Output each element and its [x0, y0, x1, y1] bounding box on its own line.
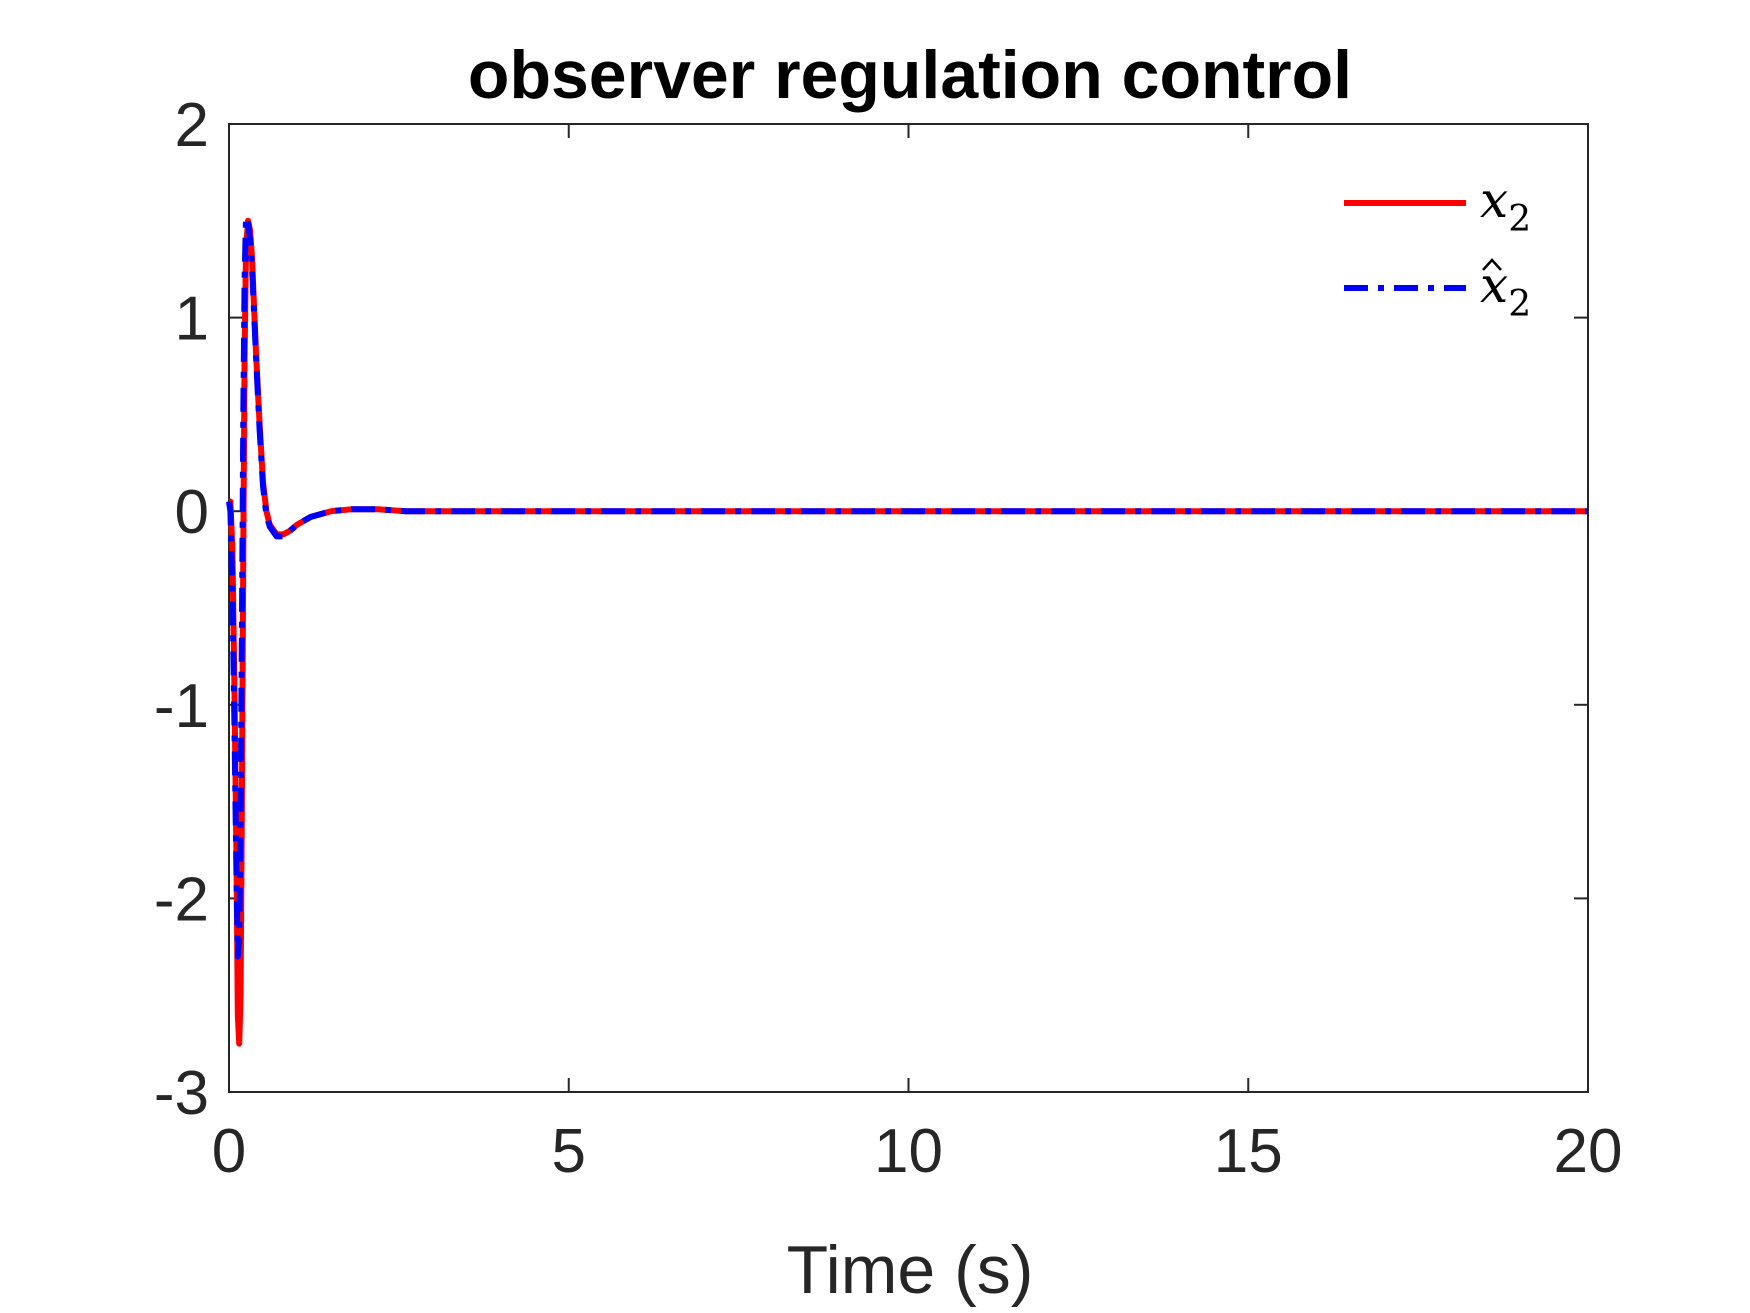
hat-accent-icon [1482, 258, 1502, 271]
chart-title: observer regulation control [468, 37, 1352, 113]
x-tick-label: 10 [874, 1117, 943, 1186]
y-tick-label: 1 [175, 285, 209, 354]
x-tick-label: 5 [552, 1117, 586, 1186]
x-axis-label: Time (s) [787, 1232, 1034, 1308]
x-tick-label: 0 [212, 1117, 246, 1186]
legend-label-subscript: 2 [1508, 199, 1531, 240]
y-tick-label: -1 [154, 672, 209, 741]
x-tick-label: 20 [1554, 1117, 1623, 1186]
y-tick-label: -3 [154, 1059, 209, 1128]
legend-label-1: x2 [1480, 256, 1531, 325]
y-tick-label: 0 [175, 478, 209, 547]
legend-label-subscript: 2 [1508, 284, 1531, 325]
y-tick-label: 2 [175, 91, 209, 160]
series-line-1 [226, 213, 1588, 960]
legend-label-base: x [1480, 256, 1508, 314]
legend-label-base: x [1480, 171, 1508, 229]
legend-label-0: x2 [1480, 171, 1531, 240]
series-layer [226, 213, 1588, 1047]
x-tick-label: 15 [1214, 1117, 1283, 1186]
y-tick-label: -2 [154, 865, 209, 934]
plot-area [228, 123, 1589, 1093]
